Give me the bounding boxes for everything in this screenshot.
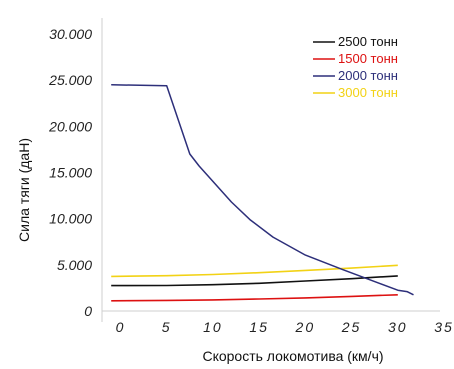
y-tick-label: 0 — [84, 303, 92, 319]
series-layer — [111, 84, 414, 302]
x-tick-label: 25 — [341, 319, 362, 335]
legend-label: 3000 тонн — [338, 85, 398, 100]
y-tick-label: 30.000 — [49, 26, 92, 42]
y-tick-labels: 0 5.000 10.000 15.000 20.000 25.000 30.000 — [48, 26, 92, 319]
y-tick-label: 15.000 — [49, 165, 92, 181]
legend-label: 2500 тонн — [338, 34, 398, 49]
y-tick-label: 10.000 — [49, 211, 92, 227]
series-line-2 — [111, 294, 398, 302]
legend: 2500 тонн 1500 тонн 2000 тонн 3000 тонн — [313, 34, 398, 100]
legend-label: 1500 тонн — [338, 51, 398, 66]
y-tick-label: 20.000 — [48, 118, 92, 134]
series-line-3 — [111, 84, 414, 296]
x-tick-labels: 0 5 10 15 20 25 30 35 — [116, 319, 454, 335]
legend-label: 2000 тонн — [338, 68, 398, 83]
x-tick-label: 20 — [295, 319, 316, 335]
x-tick-label: 10 — [203, 319, 223, 335]
series-line-1 — [111, 275, 398, 287]
x-tick-label: 15 — [249, 319, 269, 335]
y-tick-label: 5.000 — [57, 257, 92, 273]
y-tick-label: 25.000 — [48, 72, 92, 88]
x-tick-label: 35 — [434, 319, 454, 335]
x-tick-label: 5 — [162, 319, 172, 335]
x-tick-label: 30 — [388, 319, 408, 335]
x-axis-title: Скорость локомотива (км/ч) — [202, 348, 383, 364]
series-line-4 — [111, 264, 398, 278]
x-tick-label: 0 — [116, 319, 126, 335]
y-axis-title: Сила тяги (даН) — [16, 138, 32, 242]
